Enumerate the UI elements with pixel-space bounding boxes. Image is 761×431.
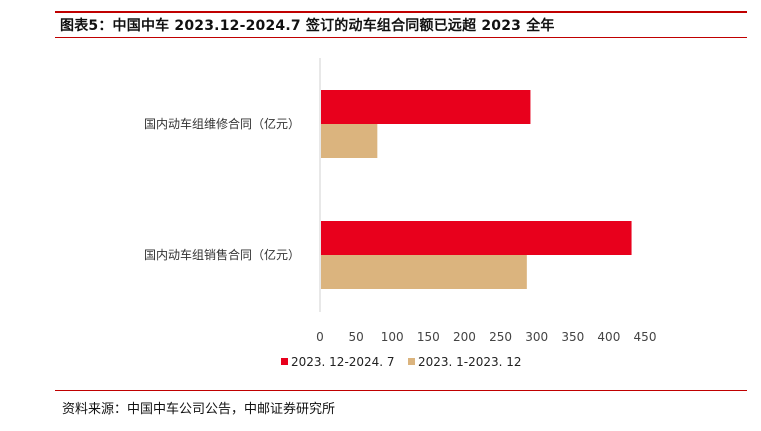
x-tick-label: 100 xyxy=(381,330,404,344)
x-tick-label: 200 xyxy=(453,330,476,344)
x-tick-label: 150 xyxy=(417,330,440,344)
bar-1-series-1 xyxy=(321,90,531,124)
title-rule xyxy=(55,37,747,38)
bottom-rule xyxy=(55,390,747,391)
x-tick-label: 0 xyxy=(316,330,324,344)
x-tick-label: 50 xyxy=(348,330,363,344)
x-tick-label: 300 xyxy=(525,330,548,344)
bar-1-series-2 xyxy=(321,124,378,158)
x-tick-label: 250 xyxy=(489,330,512,344)
legend-label-1: 2023. 12-2024. 7 xyxy=(291,355,395,369)
legend-label-2: 2023. 1-2023. 12 xyxy=(418,355,522,369)
bar-2-series-2 xyxy=(321,255,527,289)
legend-swatch-1 xyxy=(281,358,288,365)
top-rule xyxy=(55,11,747,13)
category-label: 国内动车组销售合同（亿元） xyxy=(144,247,300,262)
category-label: 国内动车组维修合同（亿元） xyxy=(144,116,300,131)
bar-2-series-1 xyxy=(321,221,632,255)
source-note: 资料来源：中国中车公司公告，中邮证券研究所 xyxy=(62,402,336,417)
x-tick-label: 350 xyxy=(561,330,584,344)
x-tick-label: 400 xyxy=(597,330,620,344)
figure-title: 图表5：中国中车 2023.12-2024.7 签订的动车组合同额已远超 202… xyxy=(60,18,555,34)
x-tick-label: 450 xyxy=(634,330,657,344)
legend-swatch-2 xyxy=(408,358,415,365)
